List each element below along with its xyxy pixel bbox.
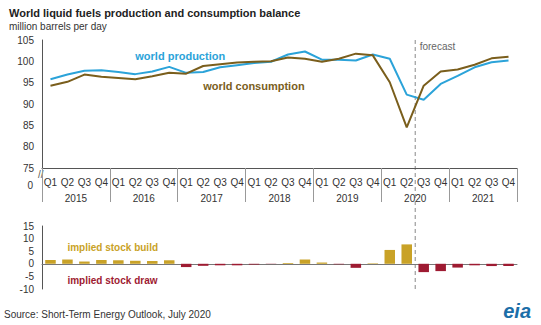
svg-text:15: 15 (23, 221, 35, 232)
svg-text:Q1: Q1 (180, 177, 194, 188)
svg-text:2018: 2018 (268, 193, 291, 204)
svg-text:Q2: Q2 (129, 177, 143, 188)
svg-text:implied stock build: implied stock build (67, 242, 158, 253)
svg-text:-5: -5 (25, 271, 34, 282)
svg-text:75: 75 (23, 163, 35, 174)
svg-text:85: 85 (23, 120, 35, 131)
svg-text:Q1: Q1 (451, 177, 465, 188)
svg-text:World liquid fuels production: World liquid fuels production and consum… (9, 7, 300, 19)
svg-text:world production: world production (134, 50, 225, 62)
svg-text:Q4: Q4 (230, 177, 244, 188)
svg-text:Q4: Q4 (95, 177, 109, 188)
svg-text:forecast: forecast (420, 41, 456, 52)
svg-text:10: 10 (23, 233, 35, 244)
svg-text:Q2: Q2 (61, 177, 75, 188)
svg-text:2019: 2019 (336, 193, 359, 204)
svg-text:Q3: Q3 (213, 177, 227, 188)
svg-text:2017: 2017 (201, 193, 224, 204)
svg-text:Source: Short-Term Energy Outl: Source: Short-Term Energy Outlook, July … (4, 309, 211, 320)
svg-text:-10: -10 (20, 284, 35, 295)
svg-text:Q3: Q3 (349, 177, 363, 188)
svg-text:million barrels per day: million barrels per day (9, 21, 107, 32)
svg-text:0: 0 (28, 258, 34, 269)
svg-text:2020: 2020 (404, 193, 427, 204)
svg-text:Q1: Q1 (44, 177, 58, 188)
svg-text:Q1: Q1 (383, 177, 397, 188)
svg-text:Q2: Q2 (264, 177, 278, 188)
svg-text:Q1: Q1 (112, 177, 126, 188)
svg-text:Q3: Q3 (281, 177, 295, 188)
svg-text:eia: eia (503, 300, 531, 322)
svg-text:Q4: Q4 (163, 177, 177, 188)
svg-text:implied stock draw: implied stock draw (67, 275, 157, 286)
svg-text:Q4: Q4 (434, 177, 448, 188)
svg-text:Q1: Q1 (247, 177, 261, 188)
svg-text:Q2: Q2 (468, 177, 482, 188)
svg-text:Q1: Q1 (315, 177, 329, 188)
svg-text:Q4: Q4 (298, 177, 312, 188)
svg-text:world consumption: world consumption (202, 80, 305, 92)
svg-text:Q2: Q2 (400, 177, 414, 188)
svg-text:Q4: Q4 (502, 177, 516, 188)
svg-text:5: 5 (28, 246, 34, 257)
svg-text:2016: 2016 (133, 193, 156, 204)
svg-text:100: 100 (17, 56, 34, 67)
svg-text:Q3: Q3 (485, 177, 499, 188)
svg-text:Q3: Q3 (417, 177, 431, 188)
svg-text:Q4: Q4 (366, 177, 380, 188)
svg-text:0: 0 (27, 180, 33, 191)
svg-text:80: 80 (23, 141, 35, 152)
svg-text:Q2: Q2 (196, 177, 210, 188)
svg-text:Q2: Q2 (332, 177, 346, 188)
svg-text:Q3: Q3 (146, 177, 160, 188)
svg-text:2015: 2015 (65, 193, 88, 204)
svg-text:Q3: Q3 (78, 177, 92, 188)
svg-text:90: 90 (23, 99, 35, 110)
svg-text:105: 105 (17, 35, 34, 46)
svg-text:2021: 2021 (472, 193, 495, 204)
svg-text:95: 95 (23, 77, 35, 88)
